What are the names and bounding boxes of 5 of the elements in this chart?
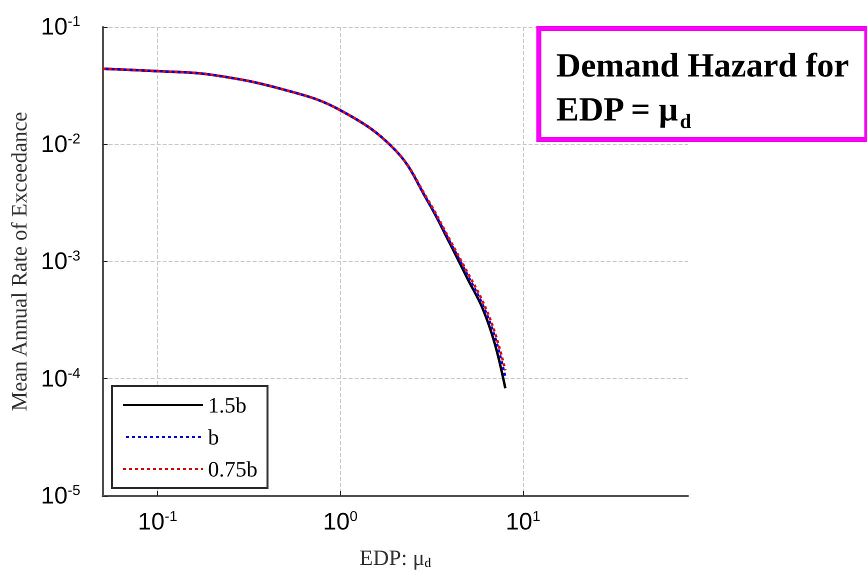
legend-label: 1.5b (208, 392, 246, 418)
y-axis-title: Mean Annual Rate of Exceedance (6, 112, 32, 412)
legend-label: b (208, 424, 219, 450)
x-axis-title: EDP: μd (360, 544, 432, 570)
legend-label: 0.75b (208, 456, 258, 482)
